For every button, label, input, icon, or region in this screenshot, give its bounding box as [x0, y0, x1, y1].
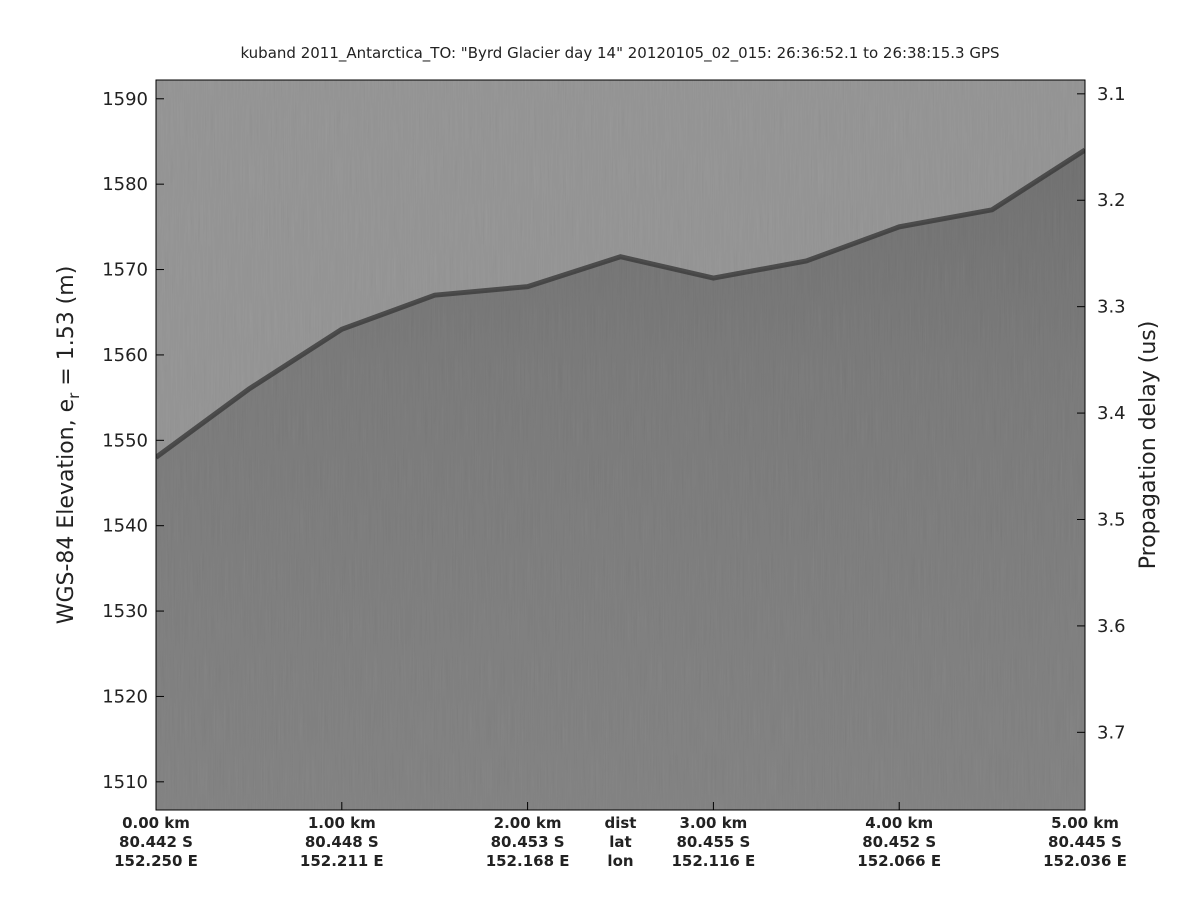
- y-label-sub: r: [65, 392, 83, 399]
- y-label-part: = 1.53 (m): [54, 266, 79, 393]
- y-tick-label: 1580: [102, 174, 148, 195]
- x-tick-label: 3.00 km: [679, 814, 747, 832]
- lon-label: 152.168 E: [486, 852, 570, 870]
- y2-tick-label: 3.1: [1097, 84, 1126, 105]
- plot-area: [156, 80, 1085, 810]
- y2-tick-label: 3.7: [1097, 722, 1126, 743]
- y-axis-label: WGS-84 Elevation, er = 1.53 (m): [54, 266, 83, 625]
- row-name: lon: [607, 852, 633, 870]
- lat-label: 80.452 S: [862, 833, 936, 851]
- x-tick-label: 4.00 km: [865, 814, 933, 832]
- y-tick-label: 1540: [102, 516, 148, 537]
- y2-tick-label: 3.4: [1097, 403, 1126, 424]
- surface-line: [156, 147, 1085, 460]
- lon-label: 152.211 E: [300, 852, 384, 870]
- y-tick-label: 1530: [102, 601, 148, 622]
- row-name: dist: [605, 814, 637, 832]
- y-tick-label: 1550: [102, 430, 148, 451]
- noise-texture: [156, 80, 1085, 810]
- y-tick-label: 1560: [102, 345, 148, 366]
- lon-label: 152.116 E: [672, 852, 756, 870]
- x-tick-label: 0.00 km: [122, 814, 190, 832]
- y2-tick-label: 3.2: [1097, 190, 1126, 211]
- lon-label: 152.036 E: [1043, 852, 1127, 870]
- y-tick-label: 1510: [102, 772, 148, 793]
- lon-label: 152.250 E: [114, 852, 198, 870]
- x-tick-label: 5.00 km: [1051, 814, 1119, 832]
- lon-label: 152.066 E: [857, 852, 941, 870]
- y-tick-label: 1520: [102, 686, 148, 707]
- lat-label: 80.448 S: [305, 833, 379, 851]
- y2-tick-label: 3.3: [1097, 297, 1126, 318]
- lat-label: 80.445 S: [1048, 833, 1122, 851]
- x-tick-label: 1.00 km: [308, 814, 376, 832]
- y2-tick-label: 3.5: [1097, 509, 1126, 530]
- x-tick-label: 2.00 km: [494, 814, 562, 832]
- lat-label: 80.453 S: [491, 833, 565, 851]
- lat-label: 80.455 S: [676, 833, 750, 851]
- y-tick-label: 1590: [102, 89, 148, 110]
- lat-label: 80.442 S: [119, 833, 193, 851]
- row-name: lat: [609, 833, 631, 851]
- chart-title: kuband 2011_Antarctica_TO: "Byrd Glacier…: [240, 44, 999, 63]
- y-label-part: WGS-84 Elevation, e: [54, 399, 79, 624]
- y2-tick-label: 3.6: [1097, 616, 1126, 637]
- y-tick-label: 1570: [102, 260, 148, 281]
- y2-axis-label: Propagation delay (us): [1136, 321, 1161, 570]
- plot-frame: [155, 79, 1086, 811]
